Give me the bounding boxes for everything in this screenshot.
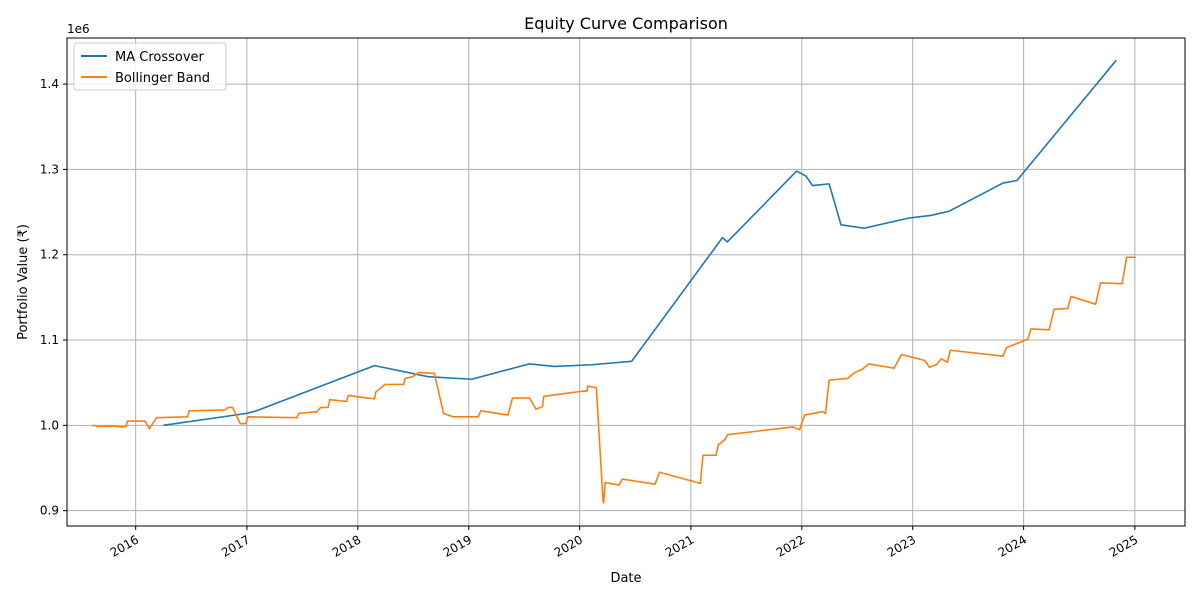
chart-title: Equity Curve Comparison	[524, 14, 728, 33]
x-tick-label: 2023	[885, 532, 918, 559]
legend-box	[73, 42, 227, 91]
y-axis: 0.9 1.0 1.1 1.2 1.3 1.4	[40, 77, 67, 518]
x-axis-label: Date	[610, 571, 641, 586]
x-tick-label: 2019	[441, 532, 474, 559]
series-line-ma-crossover	[163, 59, 1117, 427]
y-tick-label: 1.2	[40, 248, 59, 262]
x-tick-label: 2017	[219, 532, 252, 559]
y-tick-label: 1.1	[40, 333, 59, 347]
y-tick-label: 0.9	[40, 504, 59, 518]
y-tick-label: 1.0	[40, 418, 59, 432]
y-axis-label: Portfolio Value (₹)	[16, 224, 31, 340]
grid	[67, 38, 1185, 526]
legend-label-bollinger-band: Bollinger Band	[115, 71, 210, 86]
legend: MA Crossover Bollinger Band	[73, 42, 227, 91]
x-tick-label: 2025	[1107, 532, 1140, 559]
x-tick-label: 2018	[330, 532, 363, 559]
x-tick-label: 2020	[552, 532, 585, 559]
legend-label-ma-crossover: MA Crossover	[115, 50, 205, 65]
y-axis-offset-label: 1e6	[67, 22, 90, 36]
x-tick-label: 2024	[996, 532, 1029, 559]
series-line-bollinger-band	[91, 256, 1137, 504]
x-axis: 2016 2017 2018 2019 2020 2021 2022 2023 2024 2025	[108, 526, 1140, 560]
y-tick-label: 1.4	[40, 77, 59, 91]
x-tick-label: 2021	[663, 532, 696, 559]
x-tick-label: 2022	[774, 532, 807, 559]
series-lines	[91, 59, 1137, 504]
x-tick-label: 2016	[108, 532, 141, 559]
plot-frame	[66, 37, 1186, 527]
y-tick-label: 1.3	[40, 162, 59, 176]
